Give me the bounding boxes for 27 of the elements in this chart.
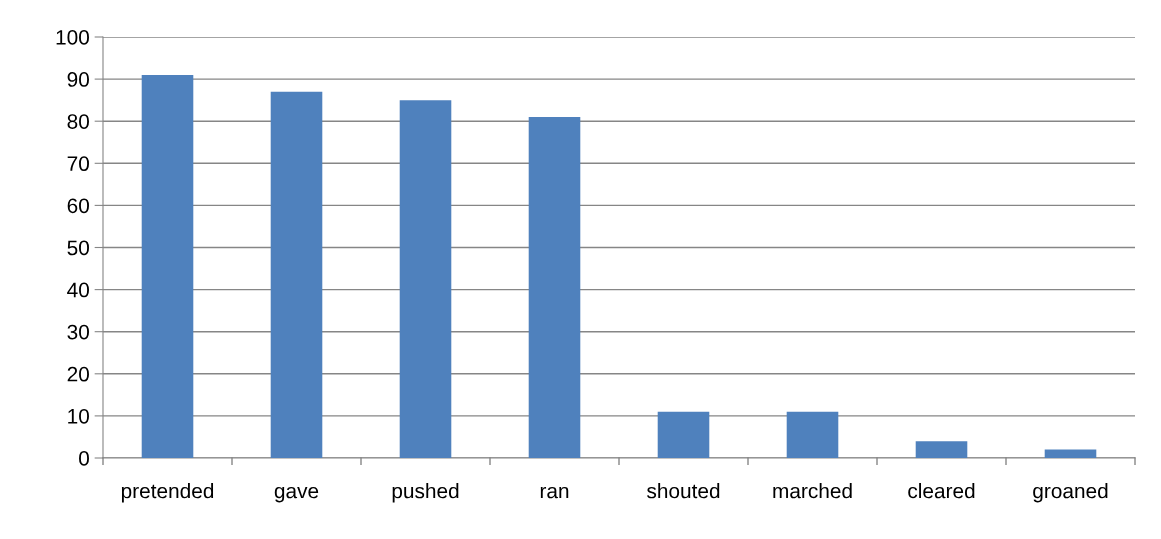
y-tick-label: 90	[67, 72, 89, 87]
y-tick-label: 80	[67, 114, 89, 129]
y-tick-label: 40	[67, 282, 89, 298]
x-tick-label: groaned	[1033, 483, 1108, 503]
x-tick-label: cleared	[908, 483, 975, 499]
x-tick-label: pushed	[392, 483, 459, 503]
y-tick-label: 50	[67, 240, 89, 256]
x-tick-label: pretended	[121, 483, 214, 503]
bar	[786, 411, 839, 458]
y-tick-label: 100	[56, 30, 89, 45]
bar	[915, 441, 968, 458]
y-tick-label: 70	[67, 156, 89, 172]
bar	[528, 116, 581, 458]
y-tick-label: 30	[67, 324, 89, 340]
bar	[141, 74, 194, 458]
x-tick-label: gave	[274, 486, 319, 503]
y-tick-label: 10	[68, 408, 89, 424]
x-tick-label: ran	[540, 486, 569, 499]
y-tick-label: 20	[67, 366, 89, 382]
y-tick-label: 0	[79, 451, 89, 466]
y-tick-label: 60	[67, 198, 89, 214]
bar	[657, 411, 710, 458]
bar	[270, 91, 323, 458]
bar	[399, 100, 452, 458]
x-tick-label: marched	[773, 483, 852, 499]
x-tick-label: shouted	[647, 483, 720, 499]
bar	[1044, 449, 1097, 458]
